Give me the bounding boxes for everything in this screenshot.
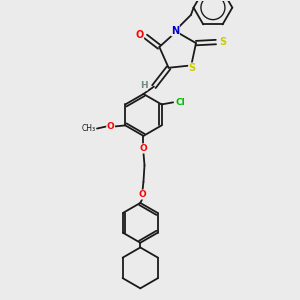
Text: O: O — [139, 190, 146, 199]
Text: H: H — [140, 81, 147, 90]
Text: Cl: Cl — [176, 98, 185, 107]
Text: N: N — [171, 26, 179, 36]
Text: O: O — [107, 122, 115, 131]
Text: S: S — [189, 63, 196, 73]
Text: O: O — [140, 144, 147, 153]
Text: CH₃: CH₃ — [82, 124, 96, 133]
Text: S: S — [219, 37, 226, 47]
Text: O: O — [135, 30, 143, 40]
